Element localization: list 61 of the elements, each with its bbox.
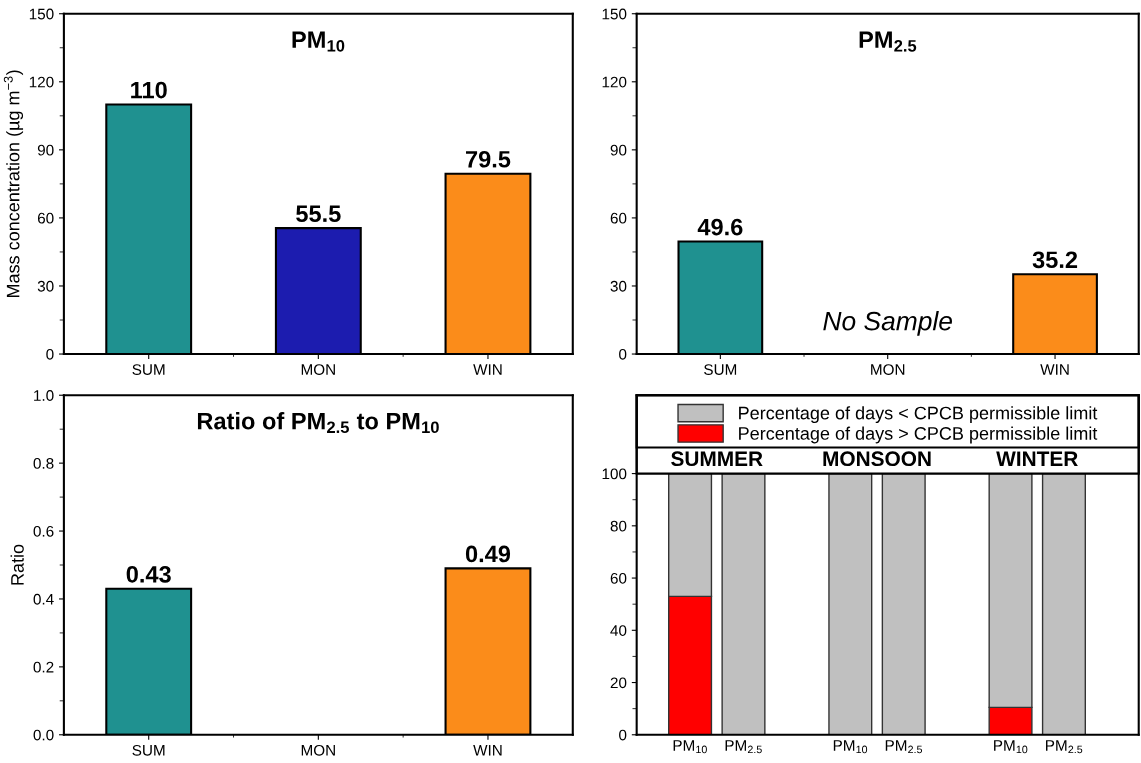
y-tick-label: 0 — [619, 348, 627, 360]
y-tick-label: 30 — [37, 280, 54, 292]
data-label: 79.5 — [466, 150, 511, 168]
legend-label: Percentage of days > CPCB permissible limit — [739, 426, 1098, 444]
y-tick-label: 60 — [37, 212, 54, 224]
y-tick-label: 0.2 — [33, 661, 54, 673]
data-label: 35.2 — [1032, 251, 1078, 269]
data-label: 110 — [131, 81, 167, 99]
y-tick-label: 60 — [610, 212, 627, 224]
y-axis-title: Ratio — [10, 544, 24, 585]
bar — [721, 472, 766, 735]
x-tick-label: PM$_{10}$ — [673, 740, 707, 754]
y-tick-label: 150 — [29, 8, 54, 20]
y-tick-label: 0.6 — [33, 525, 54, 537]
x-tick-label: WIN — [473, 364, 502, 375]
y-tick-label: 30 — [610, 280, 627, 292]
y-tick-label: 100 — [602, 468, 627, 480]
annotation: MONSOON — [823, 451, 931, 467]
x-tick-label: SUM — [132, 364, 165, 375]
text: Ratio of PM$_{2.5}$ to PM$_{10}$ — [197, 412, 439, 434]
y-tick-label: 120 — [602, 76, 627, 88]
y-tick-label: 0.0 — [33, 729, 54, 741]
x-tick-label: PM$_{2.5}$ — [885, 740, 923, 754]
annotation: WINTER — [996, 451, 1078, 466]
x-tick-label: PM$_{10}$ — [994, 740, 1028, 754]
y-tick-label: 90 — [37, 144, 54, 156]
bar — [828, 472, 873, 735]
annotation: No Sample — [823, 311, 952, 336]
data-label: 55.5 — [296, 205, 341, 223]
y-tick-label: 0 — [46, 348, 54, 360]
x-tick-label: SUM — [132, 744, 165, 756]
y-axis-title: Mass concentration (µg m$^{−3}$) — [3, 70, 24, 298]
data-label: 49.6 — [697, 218, 743, 236]
x-tick-label: SUM — [704, 364, 737, 375]
bar — [1041, 472, 1087, 735]
x-tick-label: PM$_{2.5}$ — [725, 740, 762, 754]
x-tick-label: WIN — [1040, 364, 1069, 375]
data-label: 0.49 — [465, 545, 511, 563]
y-tick-label: 60 — [610, 572, 627, 584]
y-tick-label: 0.8 — [33, 458, 54, 469]
data-label: 0.43 — [126, 565, 171, 583]
y-tick-label: 80 — [610, 520, 627, 532]
text: PM$_{2.5}$ — [859, 31, 917, 52]
annotation: SUMMER — [671, 451, 763, 467]
y-tick-label: 0 — [619, 729, 627, 741]
x-tick-label: WIN — [473, 745, 502, 756]
y-tick-label: 150 — [602, 8, 627, 20]
x-tick-label: MON — [301, 744, 335, 756]
y-tick-label: 0.4 — [33, 593, 54, 605]
x-tick-label: PM$_{2.5}$ — [1046, 740, 1083, 754]
y-tick-label: 20 — [610, 677, 627, 689]
x-tick-label: MON — [871, 364, 905, 375]
x-tick-label: PM$_{10}$ — [833, 740, 868, 754]
legend-label: Percentage of days < CPCB permissible limit — [739, 406, 1098, 424]
y-tick-label: 90 — [610, 144, 627, 156]
text: PM$_{10}$ — [292, 31, 345, 52]
bar — [881, 472, 926, 735]
y-tick-label: 1.0 — [34, 390, 54, 401]
x-tick-label: MON — [301, 364, 335, 375]
y-tick-label: 120 — [29, 76, 54, 88]
y-tick-label: 40 — [610, 625, 627, 636]
